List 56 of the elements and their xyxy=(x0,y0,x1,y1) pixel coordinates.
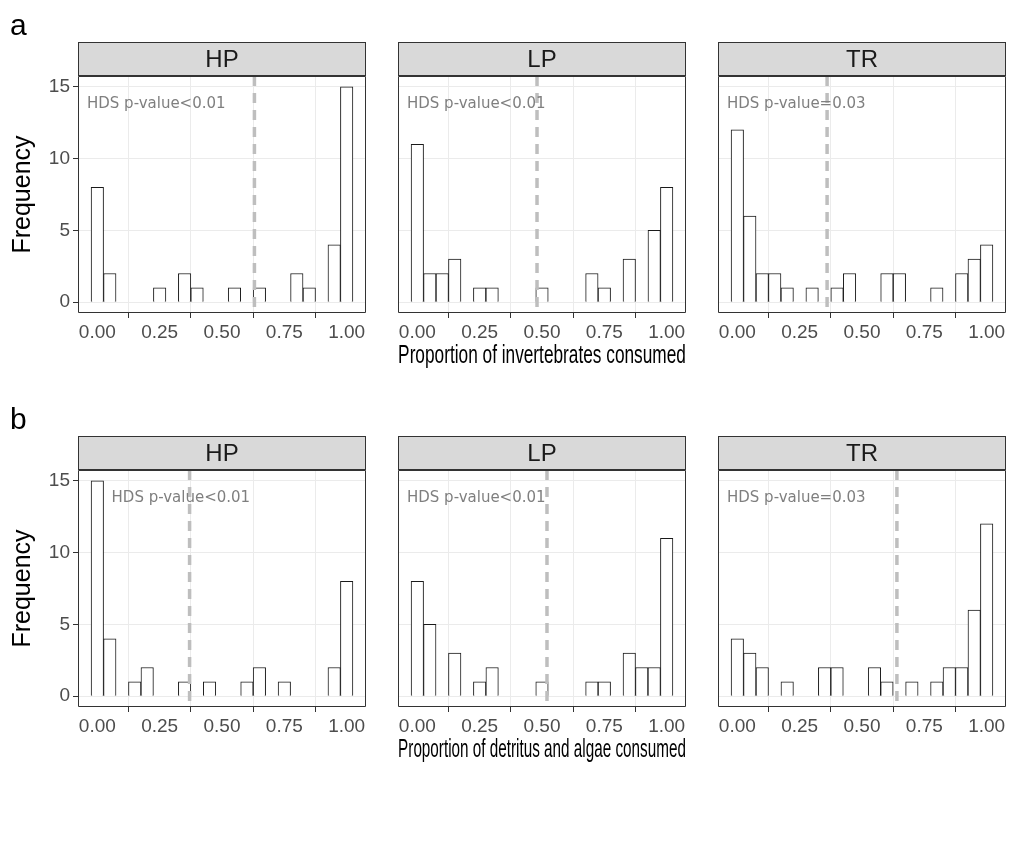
x-tick-label: 0.50 xyxy=(203,320,241,342)
x-tick-label: 0.50 xyxy=(843,320,881,342)
x-tick-label: 0.00 xyxy=(78,714,116,736)
chart-title: LP xyxy=(398,436,686,470)
x-axis-title: Proportion of detritus and algae consumed xyxy=(398,733,686,762)
x-tick-label: 0.25 xyxy=(141,714,179,736)
x-tick-label: 0.75 xyxy=(905,320,943,342)
annotation: HDS p-value=0.03 xyxy=(727,487,866,506)
y-tick-label: 15 xyxy=(48,75,70,97)
x-tick-label: 0.25 xyxy=(461,714,499,736)
text: a xyxy=(10,8,27,42)
annotation: HDS p-value<0.01 xyxy=(407,487,546,506)
x-tick-label: 0.50 xyxy=(203,714,241,736)
annotation: HDS p-value<0.01 xyxy=(407,93,546,112)
y-tick-label: 0 xyxy=(59,290,70,312)
y-tick-label: 10 xyxy=(48,540,70,562)
y-axis-title: Frequency xyxy=(6,528,35,648)
chart-title: HP xyxy=(78,42,366,76)
x-tick-label: 0.25 xyxy=(461,320,499,342)
chart-title: TR xyxy=(718,42,1006,76)
x-tick-label: 0.00 xyxy=(398,320,436,342)
y-tick-label: 0 xyxy=(59,684,70,706)
x-tick-label: 0.50 xyxy=(843,714,881,736)
x-tick-label: 1.00 xyxy=(648,320,686,342)
x-tick-label: 1.00 xyxy=(328,320,366,342)
x-tick-label: 0.50 xyxy=(523,320,561,342)
x-tick-label: 1.00 xyxy=(648,714,686,736)
x-tick-label: 1.00 xyxy=(328,714,366,736)
annotation: HDS p-value=0.03 xyxy=(727,93,866,112)
annotation: HDS p-value<0.01 xyxy=(87,93,226,112)
x-tick-label: 1.00 xyxy=(968,714,1006,736)
x-tick-label: 0.75 xyxy=(265,320,303,342)
annotation: HDS p-value<0.01 xyxy=(111,487,251,506)
x-tick-label: 0.25 xyxy=(141,320,179,342)
x-tick-label: 0.50 xyxy=(523,714,561,736)
x-tick-label: 0.75 xyxy=(905,714,943,736)
y-tick-label: 5 xyxy=(59,218,70,240)
x-tick-label: 0.75 xyxy=(585,714,623,736)
y-tick-label: 10 xyxy=(48,146,70,168)
y-axis-title: Frequency xyxy=(6,134,35,254)
chart-title: TR xyxy=(718,436,1006,470)
text: b xyxy=(10,402,27,436)
y-tick-label: 15 xyxy=(48,469,70,491)
x-tick-label: 1.00 xyxy=(968,320,1006,342)
x-tick-label: 0.00 xyxy=(78,320,116,342)
chart-title: LP xyxy=(398,42,686,76)
x-tick-label: 0.75 xyxy=(265,714,303,736)
x-tick-label: 0.75 xyxy=(585,320,623,342)
y-tick-label: 5 xyxy=(59,612,70,634)
x-axis-title: Proportion of invertebrates consumed xyxy=(398,340,686,369)
x-tick-label: 0.00 xyxy=(398,714,436,736)
x-tick-label: 0.25 xyxy=(781,320,819,342)
x-tick-label: 0.25 xyxy=(781,714,819,736)
x-tick-label: 0.00 xyxy=(718,714,756,736)
chart-title: HP xyxy=(78,436,366,470)
x-tick-label: 0.00 xyxy=(718,320,756,342)
